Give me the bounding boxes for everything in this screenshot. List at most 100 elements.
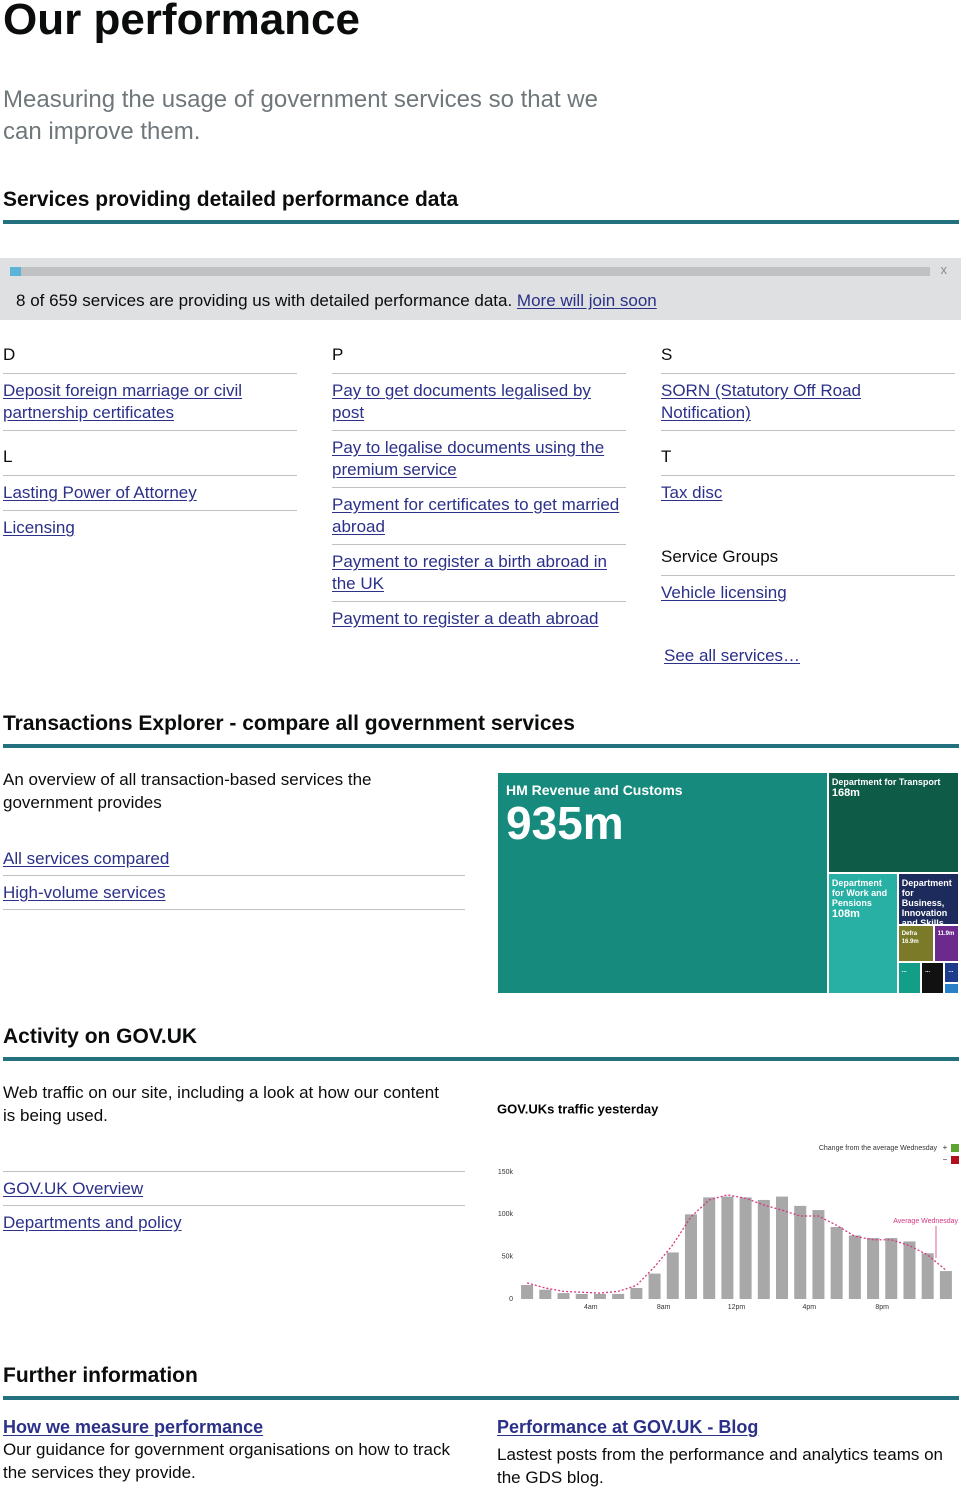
notice-text: 8 of 659 services are providing us with … [16,290,657,312]
page-subtitle: Measuring the usage of government servic… [3,86,598,145]
service-item: Licensing [3,510,297,545]
group-heading: Service Groups [661,547,779,566]
service-column: S SORN (Statutory Off Road Notification) T… [661,337,955,510]
legend-label: − [943,1155,948,1164]
service-group: D Deposit foreign marriage or civil partn… [3,337,297,431]
cell-value: 108m [831,907,860,920]
service-group: L Lasting Power of Attorney Licensing [3,439,297,545]
section-description: Web traffic on our site, including a loo… [3,1083,439,1125]
x-tick-label: 8am [657,1304,671,1311]
section-description: An overview of all transaction-based ser… [3,770,372,812]
bar [867,1238,880,1299]
chart-title: GOV.UKs traffic yesterday [497,1101,659,1116]
service-link[interactable]: Payment to register a birth abroad in th… [332,552,607,593]
treemap-cell: Department for Business, Innovation and … [897,872,959,925]
further-link[interactable]: Performance at GOV.UK - Blog [497,1417,759,1437]
bar [557,1293,570,1299]
cell-value: ... [925,967,931,974]
bar [848,1235,861,1299]
further-text: Lastest posts from the performance and a… [497,1445,944,1487]
bar [794,1205,807,1299]
bar [684,1214,697,1299]
treemap-cell [944,983,959,994]
bar [921,1253,934,1299]
bar [630,1287,643,1299]
bar [721,1196,734,1299]
section-heading: Services providing detailed performance … [3,186,959,224]
service-column: P Pay to get documents legalised by post P… [332,337,626,636]
service-link[interactable]: Vehicle licensing [661,583,787,602]
treemap-cell: Defra 16.9m [897,924,934,962]
legend-swatch [951,1144,959,1152]
bar [939,1271,952,1299]
service-link[interactable]: Payment for certificates to get married … [332,495,620,536]
notice-of: of [30,291,45,310]
link-item: Departments and policy [3,1205,465,1239]
y-tick-label: 150k [498,1169,514,1176]
bar [593,1293,606,1299]
section-heading: Further information [3,1362,959,1400]
count: 8 [16,291,26,310]
service-link[interactable]: Pay to get documents legalised by post [332,381,591,422]
total: 659 [49,291,78,310]
bar [612,1293,625,1299]
x-tick-label: 12pm [728,1304,746,1311]
service-item: Pay to legalise documents using the prem… [332,430,626,487]
link-list: All services compared High-volume service… [3,842,465,910]
treemap-cell: Department for Transport 168m [827,772,959,873]
cell-name: Department for Work and Pensions [831,877,888,908]
notice-link[interactable]: More will join soon [516,291,657,310]
close-button[interactable]: x [940,262,948,277]
link-list: GOV.UK Overview Departments and policy [3,1171,465,1239]
further-link[interactable]: How we measure performance [3,1417,264,1437]
service-link[interactable]: Lasting Power of Attorney [3,483,197,502]
y-tick-label: 0 [509,1296,513,1303]
section-link[interactable]: Departments and policy [3,1213,182,1232]
treemap-cell: HM Revenue and Customs 935m [497,772,828,994]
link-item: All services compared [3,842,465,876]
legend-title: Change from the average Wednesday [819,1145,938,1152]
see-all-link[interactable]: See all services… [664,646,801,665]
section-link[interactable]: High-volume services [3,883,166,902]
service-group: T Tax disc [661,439,955,510]
average-line [526,1194,947,1294]
further-item: How we measure performance Our guidance f… [3,1416,459,1484]
y-tick-label: 50k [502,1254,514,1261]
bar [648,1273,661,1299]
notice-body: services are providing us with detailed … [82,291,513,310]
service-link[interactable]: SORN (Statutory Off Road Notification) [661,381,861,422]
service-item: Pay to get documents legalised by post [332,373,626,430]
service-link[interactable]: Tax disc [661,483,723,502]
bar [812,1210,825,1299]
service-link[interactable]: Pay to legalise documents using the prem… [332,438,605,479]
progress-track [10,267,930,276]
service-group: S SORN (Statutory Off Road Notification) [661,337,955,431]
cell-name: Department for Business, Innovation and … [901,877,952,925]
service-item: Payment to register a birth abroad in th… [332,544,626,601]
service-item: Vehicle licensing [661,575,955,610]
x-tick-label: 4am [584,1304,598,1311]
section-heading: Activity on GOV.UK [3,1023,959,1061]
bar [757,1199,770,1299]
notice: x 8 of 659 services are providing us wit… [0,258,961,320]
service-link[interactable]: Licensing [3,518,75,537]
cell-value: 11.9m [937,930,955,937]
section-link[interactable]: GOV.UK Overview [3,1179,144,1198]
treemap-cell: 11.9m [933,924,959,962]
cell-name: HM Revenue and Customs [506,782,683,798]
service-groups: Service Groups Vehicle licensing [661,539,955,610]
service-link[interactable]: Payment to register a death abroad [332,609,599,628]
service-item: Tax disc [661,475,955,510]
group-heading: L [3,447,13,466]
bar [539,1289,552,1299]
x-tick-label: 4pm [803,1304,817,1311]
further-text: Our guidance for government organisation… [3,1440,450,1482]
bar [903,1241,916,1299]
section-link[interactable]: All services compared [3,849,170,868]
bar [521,1285,534,1299]
group-heading: D [3,345,16,364]
traffic-chart: GOV.UKs traffic yesterday 0 50k 100k 150k 4a… [497,1101,959,1311]
service-link[interactable]: Deposit foreign marriage or civil partne… [3,381,243,422]
cell-value: 935m [506,797,624,849]
group-heading: P [332,345,344,364]
